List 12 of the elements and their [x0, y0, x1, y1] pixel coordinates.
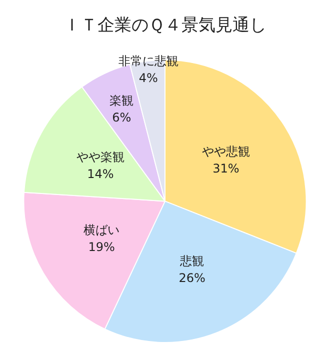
slice-label: 悲観 [179, 254, 204, 268]
data-label: 14% [87, 167, 114, 182]
data-label: 4% [138, 70, 158, 85]
data-label: 6% [112, 110, 132, 124]
slice-label: やや楽観 [76, 150, 124, 164]
slice-label: 楽観 [110, 93, 134, 108]
data-label: 26% [178, 271, 206, 286]
slice-label: 横ばい [84, 223, 120, 238]
data-label: 31% [212, 161, 240, 176]
data-label: 19% [88, 240, 115, 254]
chart-title: ＩＴ企業のＱ４景気見通し [64, 16, 266, 36]
slice-label: やや悲観 [202, 144, 250, 158]
